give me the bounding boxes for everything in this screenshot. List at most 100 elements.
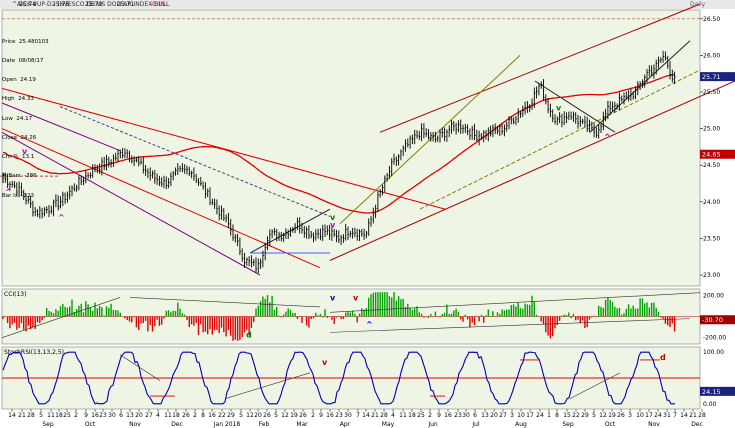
x-day-label: 5 (592, 412, 596, 419)
x-day-label: 26 (617, 412, 625, 419)
x-day-label: 20 (135, 412, 143, 419)
x-month-label: Apr (340, 421, 351, 428)
price-ytick-label: 24.00 (703, 199, 720, 206)
cci-ytick-label: -200.00 (703, 335, 726, 342)
x-day-label: 4 (156, 412, 160, 419)
info-box: Price 25.480103 Date 08/08/17 Open 24.19… (2, 26, 49, 205)
x-month-label: Jun (427, 421, 438, 428)
stochrsi-marker: v (322, 358, 328, 367)
x-day-label: 26 (299, 412, 307, 419)
header-field: 25.71 (117, 1, 135, 8)
x-day-label: 26 (182, 412, 190, 419)
x-day-label: 5 (274, 412, 278, 419)
x-day-label: 28 (698, 412, 706, 419)
x-day-label: 14 (362, 412, 370, 419)
x-day-label: 10 (636, 412, 644, 419)
info-line: Date 08/08/17 (2, 58, 44, 65)
cci-trend-line (1, 297, 121, 338)
cci-marker: d (246, 331, 252, 340)
info-line: Price 25.480103 (2, 38, 49, 45)
x-day-label: 5 (239, 412, 243, 419)
price-ytick-label: 25.50 (703, 89, 720, 96)
lower-red-channel-rising (329, 80, 735, 261)
moving-average-line (2, 73, 675, 214)
x-day-label: 21 (18, 412, 26, 419)
x-day-label: 13 (481, 412, 489, 419)
stochrsi-marker: d (660, 353, 666, 362)
stochrsi-last-badge (700, 386, 735, 396)
olive-dashed-line (419, 69, 701, 210)
price-ytick-label: 23.50 (703, 235, 720, 242)
x-day-label: 17 (645, 412, 653, 419)
stochrsi-title: StochRSI(13,13,2,5) (4, 349, 64, 356)
x-day-label: 9 (319, 412, 323, 419)
x-day-label: 9 (84, 412, 88, 419)
stochrsi-ytick-label: 100.00 (703, 349, 724, 356)
x-day-label: 16 (444, 412, 452, 419)
cci-trend-line (129, 297, 321, 308)
x-month-label: Nov (129, 421, 141, 428)
x-day-label: 30 (108, 412, 116, 419)
price-marker: ^ (5, 187, 12, 196)
cci-title: CCI(13) (4, 291, 26, 298)
x-day-label: 14 (680, 412, 688, 419)
x-month-label: Oct (605, 421, 616, 428)
price-ytick-label: 23.00 (703, 272, 720, 279)
x-day-label: 23 (99, 412, 107, 419)
x-day-label: 4 (391, 412, 395, 419)
x-day-label: 17 (526, 412, 534, 419)
x-day-label: 19 (290, 412, 298, 419)
lower-red-channel-line (1, 128, 321, 269)
x-month-label: Sep (562, 421, 574, 428)
cci-marker: v (330, 294, 336, 303)
thin-trend-line (534, 80, 616, 133)
x-day-label: 18 (172, 412, 180, 419)
cci-marker: ^ (366, 320, 373, 329)
x-day-label: 19 (608, 412, 616, 419)
cci-last-badge (700, 315, 735, 325)
x-day-label: 21 (371, 412, 379, 419)
x-day-label: 23 (335, 412, 343, 419)
x-day-label: 16 (91, 412, 99, 419)
x-day-label: 28 (380, 412, 388, 419)
price-marker: v (330, 220, 336, 229)
price-ytick-label: 26.00 (703, 52, 720, 59)
header-field: 25.74 (19, 1, 37, 8)
x-day-label: 26 (263, 412, 271, 419)
x-day-label: 3 (628, 412, 632, 419)
x-day-label: 2 (193, 412, 197, 419)
x-day-label: 14 (8, 412, 16, 419)
x-day-label: 18 (55, 412, 63, 419)
stochrsi-ytick-label: 0.00 (703, 401, 717, 408)
header-bar (0, 0, 735, 9)
x-day-label: 9 (437, 412, 441, 419)
x-day-label: 13 (126, 412, 134, 419)
last-price-badge (700, 72, 735, 82)
x-day-label: 12 (599, 412, 607, 419)
cci-trend-line (329, 292, 701, 313)
purple-upper-line (1, 102, 121, 152)
x-day-label: 7 (356, 412, 360, 419)
stochrsi-last-badge-label: 24.15 (702, 388, 721, 396)
dashed-downtrend-line (59, 106, 331, 217)
x-day-label: 31 (663, 412, 671, 419)
cci-trend-line (329, 318, 691, 333)
header-field: 25.70 (85, 1, 103, 8)
stochrsi-line (2, 351, 675, 405)
info-line: Open 24.19 (2, 77, 36, 84)
x-day-label: 8 (555, 412, 559, 419)
x-month-label: Feb (259, 421, 270, 428)
info-line: High 24.33 (2, 96, 34, 103)
price-ytick-label: 25.00 (703, 126, 720, 133)
x-day-label: 6 (119, 412, 123, 419)
price-marker: v (330, 213, 336, 222)
cci-last-badge-label: -30.70 (702, 316, 723, 324)
x-month-label: Jul (471, 421, 480, 428)
upper-red-channel-rising (379, 3, 701, 133)
thin-trend-line (249, 208, 331, 254)
ma-value-badge-label: 24.65 (702, 151, 721, 159)
x-day-label: 30 (344, 412, 352, 419)
header-change: -0.15 (150, 1, 166, 8)
info-line: Bar Ix -323 (2, 192, 35, 199)
